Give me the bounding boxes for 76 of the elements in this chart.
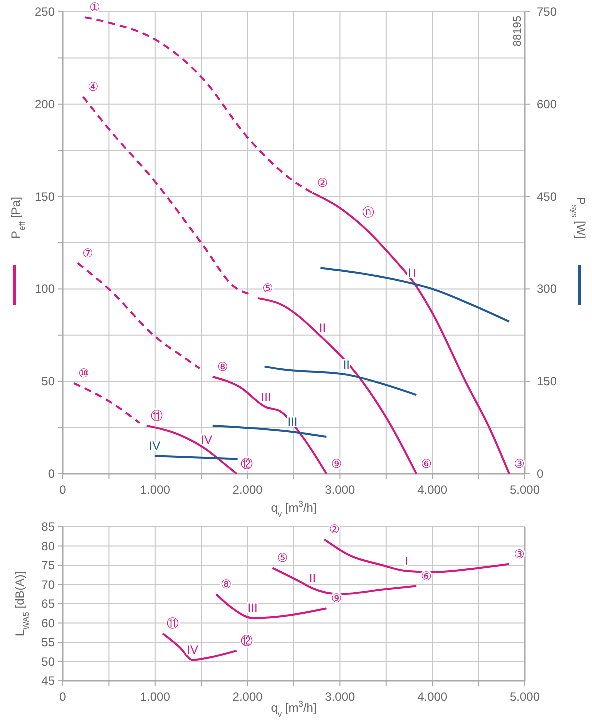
annotation: ①: [90, 0, 100, 15]
series-label: II: [319, 321, 326, 336]
annotation: ④: [88, 80, 99, 94]
series-label: III: [261, 390, 272, 404]
x-tick-label: 3.000: [325, 690, 356, 704]
y2-tick-label: 450: [537, 190, 558, 204]
annotation: ⑪: [166, 616, 179, 631]
y-tick-label: 60: [42, 616, 56, 630]
annotation: ③: [514, 457, 525, 471]
y-tick-label: 50: [42, 374, 56, 389]
x-tick-label: 3.000: [325, 483, 356, 497]
x-axis-title: q$_{v}$ [m$^{3}$/h]: [271, 699, 317, 719]
y-tick-label: 150: [34, 190, 56, 204]
annotation: ⑤: [277, 551, 288, 566]
series-label: II: [309, 572, 316, 586]
series-label: I: [412, 266, 416, 281]
x-tick-label: 5.000: [510, 690, 540, 704]
y2-tick-label: 300: [537, 282, 558, 296]
x-tick-label: 4.000: [418, 483, 448, 497]
x-tick-label: 0: [60, 483, 67, 497]
y2-tick-label: 0: [537, 467, 544, 481]
x-tick-label: 1.000: [140, 690, 171, 704]
y-tick-label: 55: [42, 636, 56, 650]
x-tick-label: 4.000: [418, 690, 448, 704]
annotation: ⑨: [331, 592, 342, 606]
annotation: 88195: [512, 16, 524, 47]
line-series: [320, 267, 510, 323]
line-series: [146, 424, 238, 475]
y-tick-label: 200: [34, 97, 56, 112]
series-label: I: [404, 554, 408, 568]
y-tick-label: 70: [42, 578, 56, 592]
y-tick-label: 100: [34, 282, 56, 296]
line-series: [324, 538, 510, 574]
line-series: [212, 376, 328, 475]
annotation: ⓝ: [362, 206, 375, 220]
y2-tick-label: 150: [537, 374, 558, 389]
y-tick-label: 80: [42, 539, 56, 554]
y-tick-label: 0: [48, 467, 56, 481]
y-tick-label: 250: [34, 5, 56, 19]
series-label: IV: [149, 439, 161, 454]
y-tick-label: 65: [42, 597, 56, 611]
x-tick-label: 0: [60, 690, 67, 704]
annotation: ⑦: [82, 246, 94, 260]
annotation: ③: [514, 547, 525, 562]
annotation: ⑫: [240, 457, 253, 471]
y-tick-label: 75: [42, 558, 56, 572]
y-tick-label: 85: [42, 520, 56, 534]
series-label: I: [408, 266, 412, 280]
series-label: IV: [187, 643, 198, 658]
series-label: IV: [201, 432, 213, 447]
series-label: III: [248, 601, 258, 616]
x-tick-label: 2.000: [232, 483, 264, 497]
y2-tick-label: 750: [537, 5, 558, 19]
annotation: ②: [317, 176, 328, 190]
annotation: ⑪: [150, 408, 163, 423]
annotation: ⑫: [240, 634, 253, 648]
annotation: ⑧: [221, 577, 232, 592]
annotation: ⑩: [78, 366, 90, 380]
annotation: ⑥: [421, 457, 432, 471]
y2-tick-label: 600: [537, 97, 558, 112]
annotation: ⑤: [262, 281, 274, 296]
x-tick-label: 5.000: [510, 483, 540, 497]
line-series: [162, 632, 238, 662]
line-series: [76, 262, 201, 370]
x-axis-title: q$_{v}$ [m$^{3}$/h]: [271, 499, 317, 519]
x-tick-label: 2.000: [232, 690, 264, 704]
y-tick-label: 50: [42, 654, 56, 669]
line-series: [272, 567, 418, 596]
annotation: ⑥: [421, 569, 432, 584]
annotation: ⑧: [217, 360, 228, 374]
x-tick-label: 1.000: [140, 483, 171, 497]
annotation: ⑨: [331, 457, 342, 471]
line-series: [256, 297, 418, 475]
line-series: [215, 593, 328, 620]
annotation: ②: [329, 522, 340, 537]
y-tick-label: 45: [42, 674, 56, 688]
